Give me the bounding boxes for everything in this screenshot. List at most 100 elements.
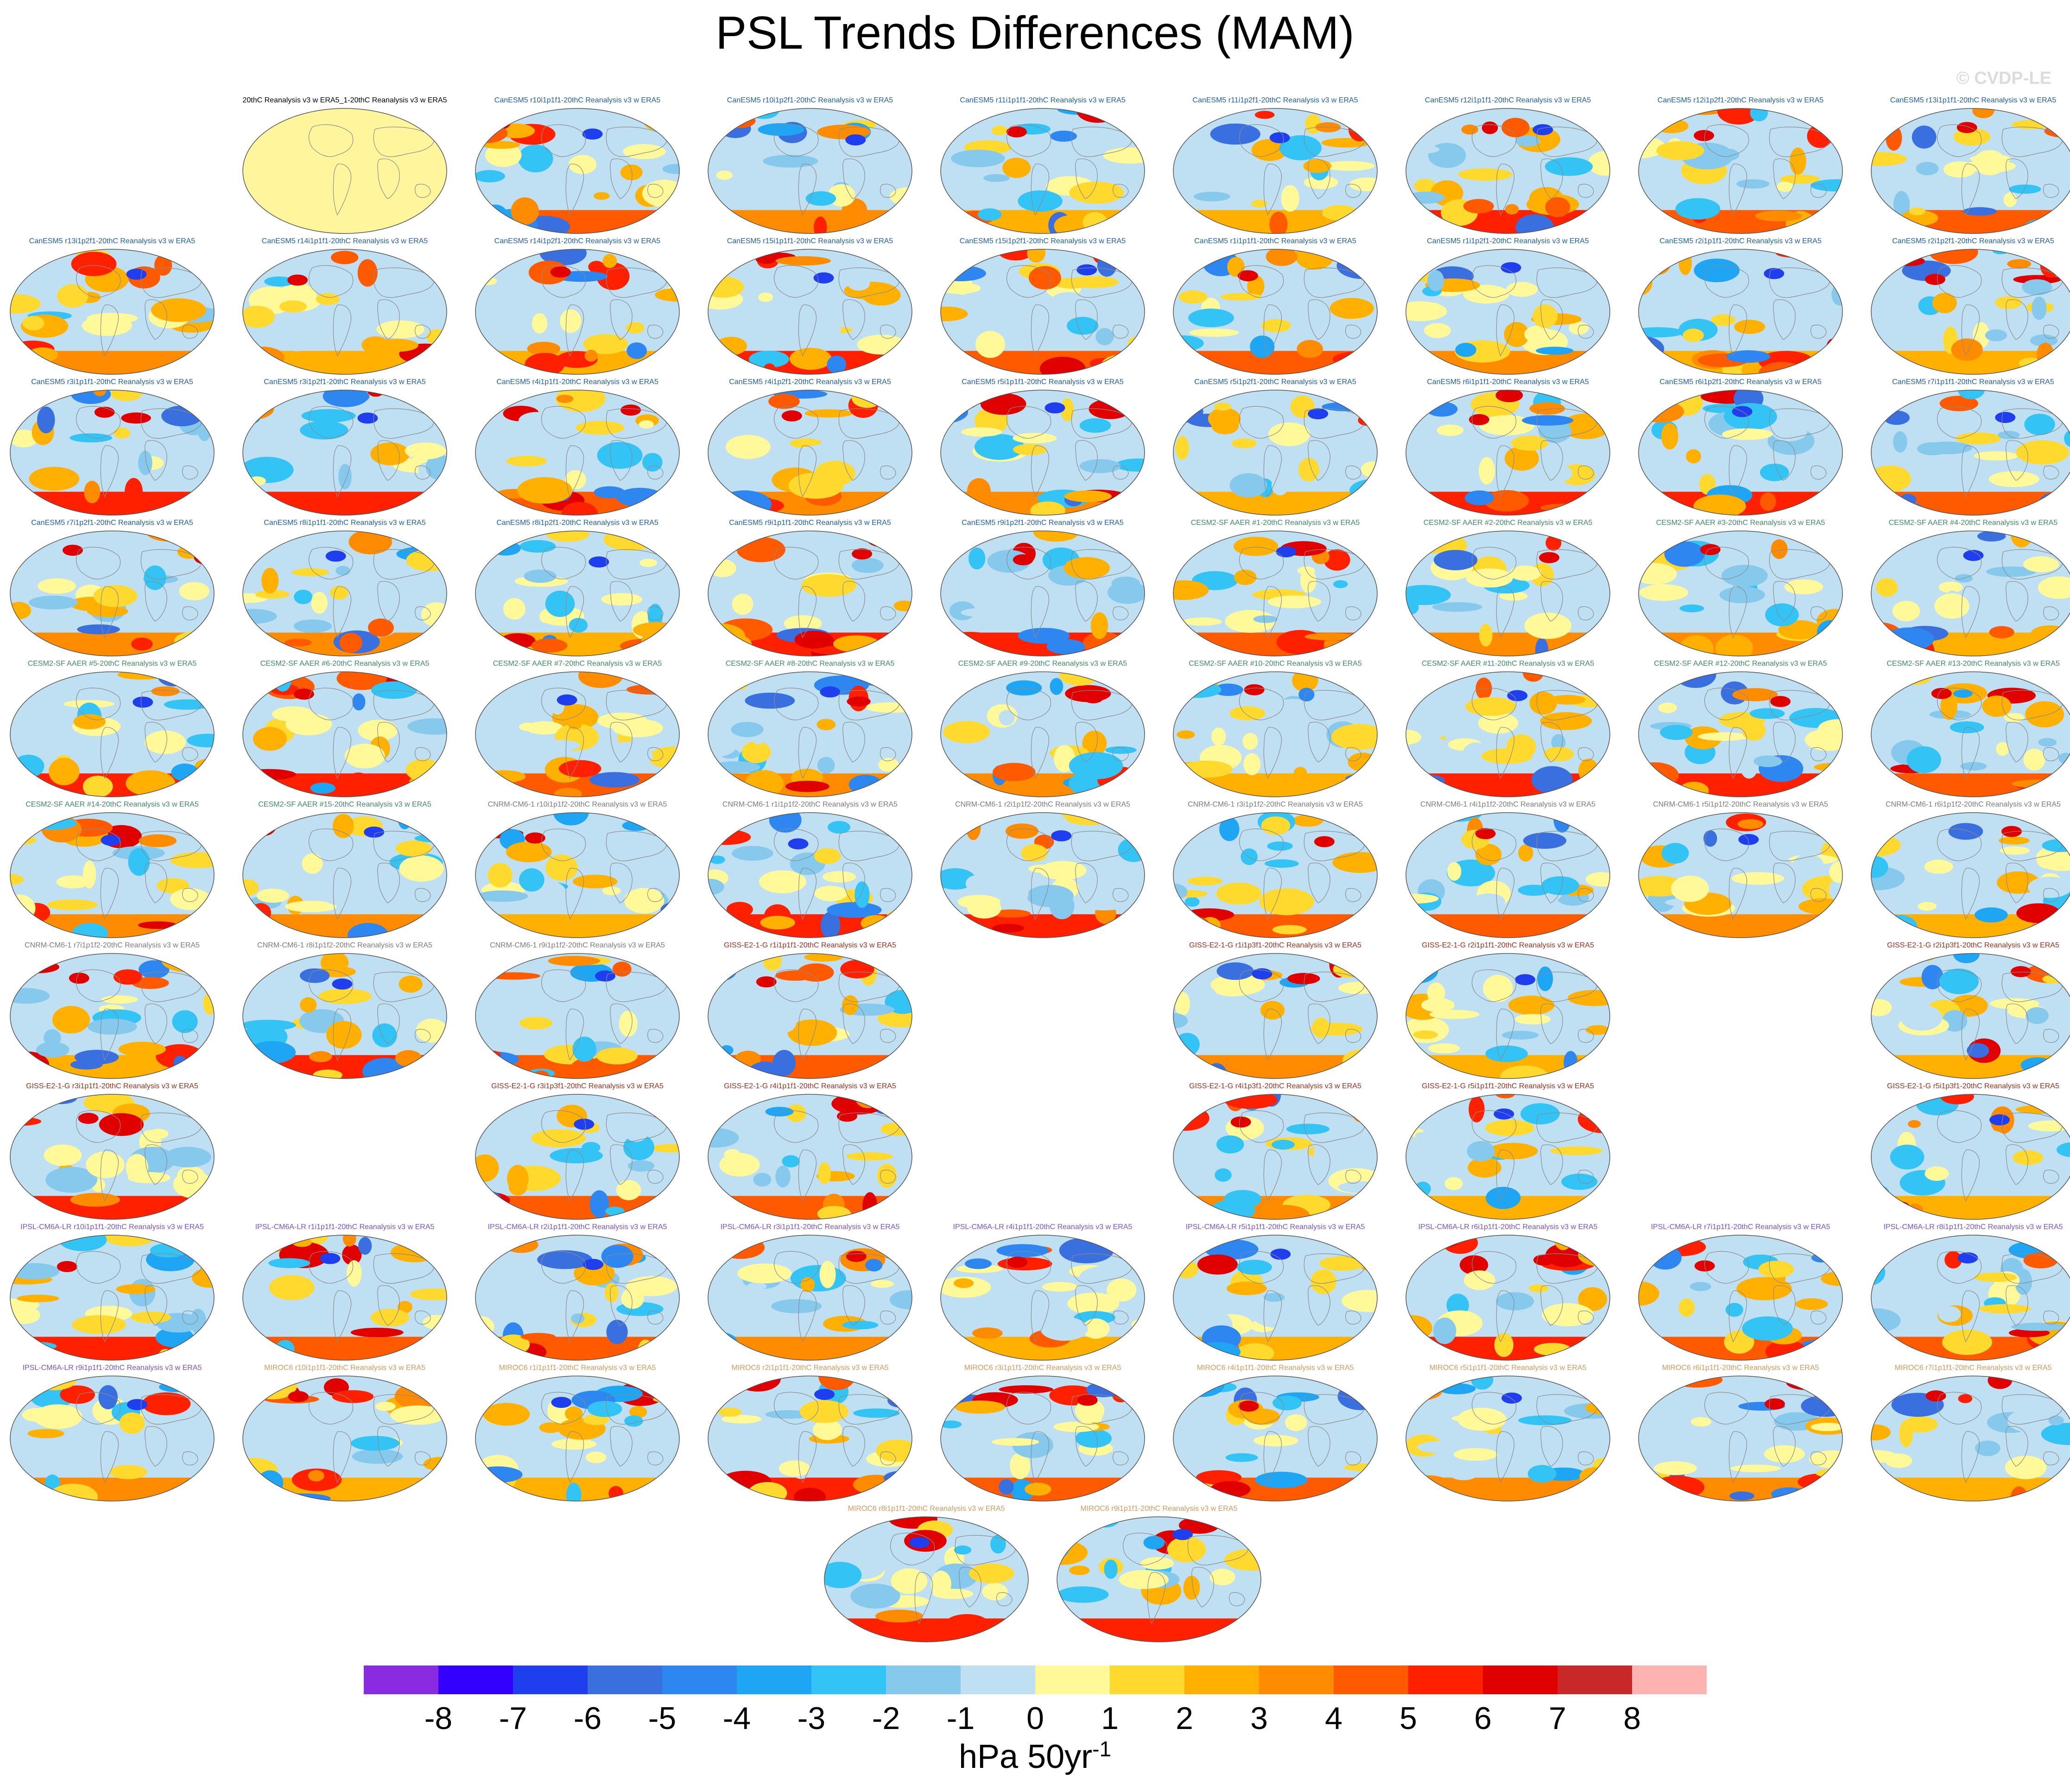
colorbar-swatch (1110, 1666, 1184, 1694)
map-panel-title: CNRM-CM6-1 r10i1p1f2-20thC Reanalysis v3… (487, 801, 667, 808)
map-panel-title: CanESM5 r11i1p2f1-20thC Reanalysis v3 w … (1192, 96, 1358, 104)
map-panel: GISS-E2-1-G r2i1p1f1-20thC Reanalysis v3… (1405, 941, 1637, 1083)
colorbar-tick-label: -8 (424, 1701, 452, 1736)
map-panel-title: IPSL-CM6A-LR r6i1p1f1-20thC Reanalysis v… (1418, 1223, 1598, 1231)
map-plot (1871, 390, 2070, 516)
map-plot (1405, 1376, 1610, 1502)
colorbar-tick-label: -5 (648, 1701, 676, 1736)
map-panel-title: GISS-E2-1-G r2i1p3f1-20thC Reanalysis v3… (1887, 941, 2059, 949)
colorbar-swatch (1408, 1666, 1483, 1694)
map-panel-title: CanESM5 r14i1p1f1-20thC Reanalysis v3 w … (261, 237, 428, 245)
map-panel-title: CanESM5 r15i1p2f1-20thC Reanalysis v3 w … (959, 237, 1126, 245)
map-panel-title: MIROC6 r2i1p1f1-20thC Reanalysis v3 w ER… (731, 1364, 889, 1372)
units-exponent: -1 (1092, 1737, 1112, 1761)
map-plot (475, 671, 680, 797)
map-plot (940, 390, 1145, 516)
map-plot (475, 953, 680, 1079)
map-panel: CanESM5 r4i1p2f1-20thC Reanalysis v3 w E… (707, 378, 939, 519)
map-panel-title: CNRM-CM6-1 r4i1p1f2-20thC Reanalysis v3 … (1420, 801, 1595, 808)
map-plot (940, 1235, 1145, 1361)
map-panel-title: CanESM5 r7i1p1f1-20thC Reanalysis v3 w E… (1892, 378, 2054, 386)
map-plot (708, 249, 912, 375)
map-panel-title: IPSL-CM6A-LR r8i1p1f1-20thC Reanalysis v… (1883, 1223, 2063, 1231)
map-plot (1173, 953, 1378, 1079)
map-plot (10, 530, 215, 656)
map-panel-title: GISS-E2-1-G r2i1p1f1-20thC Reanalysis v3… (1422, 941, 1594, 949)
map-plot (475, 390, 680, 516)
map-panel-title: CanESM5 r4i1p1f1-20thC Reanalysis v3 w E… (496, 378, 658, 386)
colorbar-tick-label: 6 (1474, 1701, 1492, 1736)
map-plot (1638, 812, 1843, 938)
map-panel-title: MIROC6 r4i1p1f1-20thC Reanalysis v3 w ER… (1196, 1364, 1354, 1372)
map-plot (242, 1376, 447, 1502)
map-panel-title: CanESM5 r8i1p2f1-20thC Reanalysis v3 w E… (496, 519, 658, 527)
map-panel-title: CanESM5 r10i1p1f1-20thC Reanalysis v3 w … (494, 96, 661, 104)
map-plot (1173, 390, 1378, 516)
map-panel: MIROC6 r2i1p1f1-20thC Reanalysis v3 w ER… (707, 1364, 939, 1505)
map-panel-title: CanESM5 r3i1p2f1-20thC Reanalysis v3 w E… (264, 378, 426, 386)
map-plot (10, 671, 215, 797)
map-panel: CanESM5 r13i1p2f1-20thC Reanalysis v3 w … (9, 237, 241, 379)
map-plot (708, 671, 912, 797)
colorbar-tick-label: 4 (1325, 1701, 1342, 1736)
map-panel: CESM2-SF AAER #13-20thC Reanalysis v3 w … (1870, 660, 2070, 801)
map-panel: IPSL-CM6A-LR r10i1p1f1-20thC Reanalysis … (9, 1223, 241, 1364)
colorbar-swatch (364, 1666, 438, 1694)
map-plot (1871, 1094, 2070, 1220)
map-plot (1638, 671, 1843, 797)
map-plot (1871, 530, 2070, 656)
map-panel-title: CanESM5 r5i1p2f1-20thC Reanalysis v3 w E… (1194, 378, 1356, 386)
map-plot (475, 1235, 680, 1361)
units-base: hPa 50yr (958, 1738, 1093, 1775)
map-plot (1405, 390, 1610, 516)
map-panel-title: CanESM5 r9i1p1f1-20thC Reanalysis v3 w E… (729, 519, 891, 527)
map-panel: CanESM5 r2i1p1f1-20thC Reanalysis v3 w E… (1638, 237, 1869, 379)
map-panel: CESM2-SF AAER #14-20thC Reanalysis v3 w … (9, 801, 241, 942)
map-plot (1871, 671, 2070, 797)
map-panel-title: 20thC Reanalysis v3 w ERA5_1-20thC Reana… (242, 96, 447, 104)
map-panel-title: CESM2-SF AAER #13-20thC Reanalysis v3 w … (1886, 660, 2060, 668)
colorbar-swatch (662, 1666, 737, 1694)
map-plot (824, 1516, 1029, 1642)
map-panel-title: MIROC6 r5i1p1f1-20thC Reanalysis v3 w ER… (1429, 1364, 1587, 1372)
map-panel: CanESM5 r5i1p1f1-20thC Reanalysis v3 w E… (940, 378, 1171, 519)
map-panel: CNRM-CM6-1 r9i1p1f2-20thC Reanalysis v3 … (475, 941, 706, 1083)
map-panel: IPSL-CM6A-LR r1i1p1f1-20thC Reanalysis v… (242, 1223, 474, 1364)
map-panel-title: MIROC6 r3i1p1f1-20thC Reanalysis v3 w ER… (964, 1364, 1121, 1372)
colorbar-swatch (811, 1666, 886, 1694)
map-panel-title: CanESM5 r11i1p1f1-20thC Reanalysis v3 w … (960, 96, 1126, 104)
map-panel-title: MIROC6 r10i1p1f1-20thC Reanalysis v3 w E… (264, 1364, 425, 1372)
map-plot (475, 108, 680, 234)
map-plot (940, 812, 1145, 938)
map-panel-title: IPSL-CM6A-LR r1i1p1f1-20thC Reanalysis v… (255, 1223, 435, 1231)
map-plot (1638, 1376, 1843, 1502)
map-plot (242, 812, 447, 938)
map-plot (1405, 671, 1610, 797)
map-plot (1173, 108, 1378, 234)
colorbar-swatch (588, 1666, 662, 1694)
colorbar-swatch (886, 1666, 961, 1694)
map-panel: CESM2-SF AAER #10-20thC Reanalysis v3 w … (1172, 660, 1404, 801)
map-panel: CNRM-CM6-1 r6i1p1f2-20thC Reanalysis v3 … (1870, 801, 2070, 942)
map-panel-title: GISS-E2-1-G r5i1p3f1-20thC Reanalysis v3… (1887, 1082, 2059, 1090)
map-panel: CanESM5 r9i1p1f1-20thC Reanalysis v3 w E… (707, 519, 939, 660)
map-panel-title: CanESM5 r12i1p2f1-20thC Reanalysis v3 w … (1657, 96, 1824, 104)
map-panel: IPSL-CM6A-LR r2i1p1f1-20thC Reanalysis v… (475, 1223, 706, 1364)
colorbar-tick-label: -1 (947, 1701, 975, 1736)
map-panel: CNRM-CM6-1 r8i1p1f2-20thC Reanalysis v3 … (242, 941, 474, 1083)
map-panel-title: CESM2-SF AAER #7-20thC Reanalysis v3 w E… (493, 660, 662, 668)
map-plot (242, 108, 447, 234)
map-panel: CNRM-CM6-1 r4i1p1f2-20thC Reanalysis v3 … (1405, 801, 1637, 942)
map-plot (1405, 1094, 1610, 1220)
map-panel: 20thC Reanalysis v3 w ERA5_1-20thC Reana… (242, 96, 474, 238)
map-plot (1405, 108, 1610, 234)
map-plot (1057, 1516, 1261, 1642)
map-panel-title: CanESM5 r12i1p1f1-20thC Reanalysis v3 w … (1424, 96, 1591, 104)
map-plot (708, 1376, 912, 1502)
map-panel: CESM2-SF AAER #7-20thC Reanalysis v3 w E… (475, 660, 706, 801)
map-panel-title: CNRM-CM6-1 r9i1p1f2-20thC Reanalysis v3 … (490, 941, 665, 949)
map-panel: CanESM5 r4i1p1f1-20thC Reanalysis v3 w E… (475, 378, 706, 519)
map-panel-title: MIROC6 r8i1p1f1-20thC Reanalysis v3 w ER… (848, 1505, 1005, 1513)
colorbar-tick-label: 8 (1623, 1701, 1641, 1736)
map-plot (10, 249, 215, 375)
